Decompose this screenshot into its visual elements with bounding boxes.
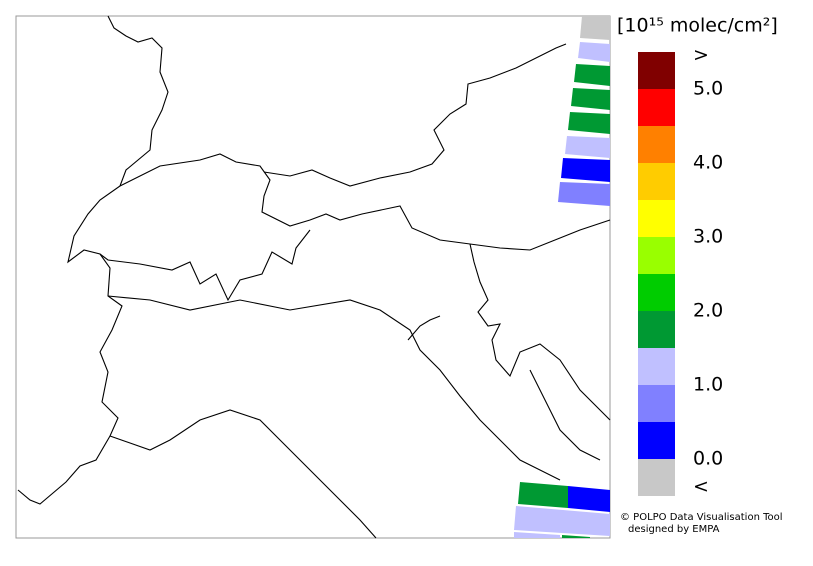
swath-pixel xyxy=(568,112,610,134)
color-bin xyxy=(638,89,675,126)
coast-line xyxy=(109,409,377,539)
color-bin xyxy=(638,237,675,274)
country-borders xyxy=(17,15,611,539)
color-bin-under xyxy=(638,459,675,496)
legend-over-label: > xyxy=(693,44,709,66)
map-frame xyxy=(15,15,611,539)
legend-tick-label: 1.0 xyxy=(693,374,723,396)
swath-pixel xyxy=(578,42,610,62)
legend-tick-label: 0.0 xyxy=(693,448,723,470)
border-line xyxy=(119,153,611,251)
swath-pixel xyxy=(562,535,590,538)
swath-pixel xyxy=(514,506,610,536)
legend-tick-label: 4.0 xyxy=(693,152,723,174)
swath-pixel xyxy=(580,16,610,40)
swath-pixel xyxy=(558,182,610,206)
border-line xyxy=(17,15,169,505)
island-line xyxy=(529,369,601,461)
color-bin xyxy=(638,274,675,311)
legend-tick-label: 3.0 xyxy=(693,226,723,248)
color-bin xyxy=(638,348,675,385)
color-bin-over xyxy=(638,52,675,89)
color-bin xyxy=(638,311,675,348)
border-line xyxy=(469,243,611,421)
legend-tick-label: 5.0 xyxy=(693,78,723,100)
swath-pixel xyxy=(574,64,610,86)
swath-pixel xyxy=(571,88,610,110)
color-bin xyxy=(638,385,675,422)
credit-line: © POLPO Data Visualisation Tool xyxy=(620,512,783,523)
color-bin xyxy=(638,126,675,163)
color-bin xyxy=(638,163,675,200)
swath-pixel xyxy=(518,482,568,508)
coast-line xyxy=(107,295,561,481)
coast-line xyxy=(407,315,441,341)
color-bin xyxy=(638,422,675,459)
legend-unit: [10¹⁵ molec/cm²] xyxy=(617,15,778,37)
colorbar: 0.0 1.0 2.0 3.0 4.0 5.0 < > xyxy=(638,44,723,497)
color-bin xyxy=(638,200,675,237)
legend-tick-label: 2.0 xyxy=(693,300,723,322)
border-line xyxy=(99,229,311,302)
data-swaths xyxy=(514,16,610,538)
credit-line: designed by EMPA xyxy=(628,524,720,535)
legend-under-label: < xyxy=(693,475,709,497)
swath-pixel xyxy=(561,158,610,182)
border-line xyxy=(263,43,567,187)
swath-pixel xyxy=(514,532,560,538)
swath-pixel xyxy=(565,136,610,158)
swath-pixel xyxy=(568,486,610,512)
